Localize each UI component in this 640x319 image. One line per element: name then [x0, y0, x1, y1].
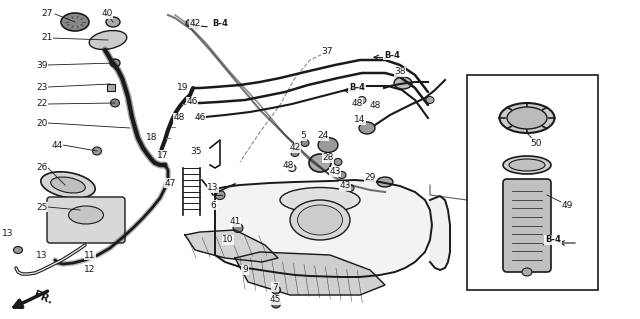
- Text: B-4: B-4: [384, 50, 400, 60]
- Text: 13: 13: [3, 228, 13, 238]
- Text: 43: 43: [330, 167, 340, 176]
- Bar: [107, 84, 115, 91]
- Ellipse shape: [301, 139, 309, 146]
- Text: 23: 23: [36, 83, 48, 92]
- Text: 28: 28: [323, 153, 333, 162]
- Text: 41: 41: [229, 218, 241, 226]
- Ellipse shape: [426, 97, 434, 103]
- Text: 48: 48: [351, 99, 363, 108]
- Text: B-4: B-4: [212, 19, 228, 27]
- Text: 38: 38: [394, 68, 406, 77]
- Text: 9: 9: [242, 265, 248, 275]
- Text: 5: 5: [300, 131, 306, 140]
- Ellipse shape: [359, 122, 375, 134]
- Text: 13: 13: [207, 183, 219, 192]
- Text: 49: 49: [561, 201, 573, 210]
- Ellipse shape: [507, 107, 547, 129]
- Text: 46: 46: [186, 98, 198, 107]
- Ellipse shape: [186, 19, 194, 26]
- Text: 17: 17: [157, 151, 169, 160]
- Ellipse shape: [61, 13, 89, 31]
- Text: 6: 6: [210, 201, 216, 210]
- Ellipse shape: [290, 200, 350, 240]
- Ellipse shape: [110, 59, 120, 67]
- Ellipse shape: [298, 205, 342, 235]
- Text: B-4: B-4: [545, 235, 561, 244]
- Ellipse shape: [288, 165, 296, 172]
- Text: 43: 43: [339, 182, 351, 190]
- Polygon shape: [185, 230, 278, 262]
- Text: 25: 25: [36, 203, 48, 211]
- Ellipse shape: [89, 31, 127, 49]
- Text: 10: 10: [222, 235, 234, 244]
- Text: 48: 48: [173, 114, 185, 122]
- Ellipse shape: [106, 17, 120, 27]
- Ellipse shape: [334, 159, 342, 166]
- Text: 24: 24: [317, 131, 328, 140]
- FancyBboxPatch shape: [503, 179, 551, 272]
- Text: 14: 14: [355, 115, 365, 124]
- Ellipse shape: [68, 206, 104, 224]
- Text: 12: 12: [84, 265, 96, 275]
- Polygon shape: [235, 252, 385, 295]
- Polygon shape: [430, 196, 450, 270]
- Text: 35: 35: [190, 147, 202, 157]
- Text: B-4: B-4: [349, 84, 365, 93]
- Ellipse shape: [51, 177, 85, 193]
- Ellipse shape: [522, 268, 532, 276]
- Ellipse shape: [499, 103, 554, 133]
- Ellipse shape: [503, 156, 551, 174]
- Ellipse shape: [377, 177, 393, 187]
- Text: 44: 44: [51, 140, 63, 150]
- Text: 29: 29: [364, 174, 376, 182]
- Text: 7: 7: [272, 283, 278, 292]
- FancyBboxPatch shape: [47, 197, 125, 243]
- Ellipse shape: [271, 286, 280, 294]
- Ellipse shape: [13, 247, 22, 254]
- Ellipse shape: [291, 150, 299, 157]
- Ellipse shape: [111, 99, 120, 107]
- Text: 40: 40: [101, 10, 113, 19]
- Text: 26: 26: [36, 164, 48, 173]
- Ellipse shape: [233, 224, 243, 233]
- Text: 47: 47: [164, 179, 176, 188]
- Text: 11: 11: [84, 250, 96, 259]
- Text: 45: 45: [269, 295, 281, 305]
- Text: FR.: FR.: [32, 290, 54, 306]
- Ellipse shape: [318, 137, 338, 152]
- Ellipse shape: [338, 172, 346, 179]
- Text: 48: 48: [282, 160, 294, 169]
- Ellipse shape: [41, 172, 95, 198]
- Bar: [467, 75, 598, 290]
- Text: 39: 39: [36, 61, 48, 70]
- Text: 19: 19: [177, 84, 189, 93]
- Text: 42: 42: [189, 19, 200, 27]
- Text: 42: 42: [289, 144, 301, 152]
- Ellipse shape: [509, 159, 545, 171]
- Polygon shape: [215, 180, 432, 277]
- Text: 50: 50: [531, 138, 541, 147]
- Text: 46: 46: [195, 114, 205, 122]
- Text: 18: 18: [147, 133, 157, 143]
- Text: 22: 22: [36, 100, 47, 108]
- Ellipse shape: [271, 300, 280, 308]
- Ellipse shape: [394, 77, 412, 89]
- Ellipse shape: [309, 154, 331, 172]
- Ellipse shape: [358, 97, 366, 103]
- Text: 21: 21: [42, 33, 52, 42]
- Text: 37: 37: [321, 48, 333, 56]
- Text: 48: 48: [369, 100, 381, 109]
- Ellipse shape: [280, 188, 360, 212]
- Ellipse shape: [215, 190, 225, 199]
- Text: 27: 27: [42, 10, 52, 19]
- Text: 13: 13: [36, 250, 48, 259]
- Text: 20: 20: [36, 118, 48, 128]
- Ellipse shape: [346, 184, 354, 191]
- Ellipse shape: [93, 147, 102, 155]
